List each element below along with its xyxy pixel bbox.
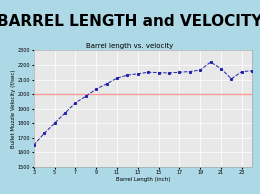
- Text: Barrel length vs. velocity: Barrel length vs. velocity: [86, 43, 174, 49]
- Y-axis label: Bullet Muzzle Velocity (f/sec): Bullet Muzzle Velocity (f/sec): [11, 69, 16, 148]
- Text: BARREL LENGTH and VELOCITY: BARREL LENGTH and VELOCITY: [0, 14, 260, 29]
- X-axis label: Barrel Length (inch): Barrel Length (inch): [116, 177, 170, 182]
